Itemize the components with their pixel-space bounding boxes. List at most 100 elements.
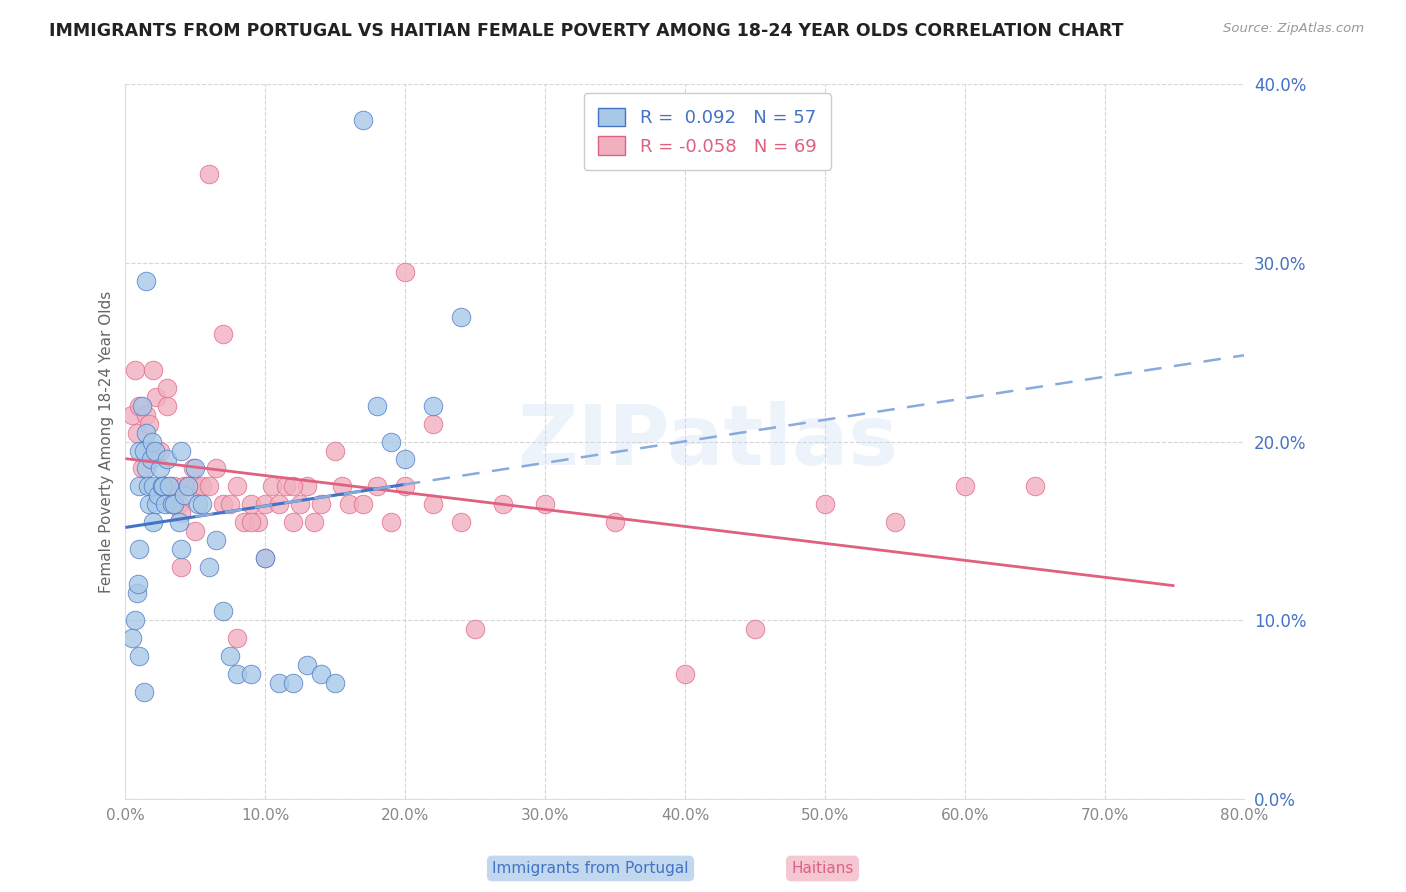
Point (163, 497, 186, 511)
Point (311, 666, 333, 681)
Point (131, 399, 153, 413)
Point (269, 675, 291, 690)
Point (128, 443, 150, 458)
Point (247, 515, 270, 529)
Point (159, 479, 181, 493)
Text: Haitians: Haitians (792, 861, 853, 876)
Point (181, 461, 204, 475)
Point (534, 497, 557, 511)
Point (492, 497, 515, 511)
Point (297, 479, 319, 493)
Point (173, 479, 195, 493)
Point (205, 461, 228, 475)
Point (276, 479, 298, 493)
Point (128, 399, 150, 413)
Legend: R =  0.092   N = 57, R = -0.058   N = 69: R = 0.092 N = 57, R = -0.058 N = 69 (583, 94, 831, 170)
Point (219, 497, 242, 511)
Text: Immigrants from Portugal: Immigrants from Portugal (492, 861, 689, 876)
Point (135, 461, 157, 475)
Point (352, 497, 374, 511)
Point (240, 515, 263, 529)
Point (135, 425, 157, 440)
Point (205, 533, 228, 547)
Point (297, 657, 319, 672)
Point (380, 515, 402, 529)
Point (366, 399, 388, 413)
Point (1024, 479, 1046, 493)
Point (254, 550, 277, 565)
Point (290, 497, 312, 511)
Point (191, 497, 214, 511)
Point (212, 327, 235, 342)
Point (125, 425, 148, 440)
Point (153, 497, 176, 511)
Point (138, 497, 160, 511)
Point (143, 443, 166, 458)
Point (121, 408, 143, 422)
Point (240, 666, 263, 681)
Point (422, 417, 444, 431)
Point (450, 515, 472, 529)
Point (464, 622, 486, 636)
Point (170, 443, 193, 458)
Point (136, 479, 159, 493)
Point (142, 479, 165, 493)
Point (170, 506, 193, 520)
Y-axis label: Female Poverty Among 18-24 Year Olds: Female Poverty Among 18-24 Year Olds (100, 291, 114, 592)
Point (173, 488, 195, 502)
Point (233, 515, 256, 529)
Point (145, 390, 167, 404)
Point (187, 497, 209, 511)
Point (198, 559, 221, 574)
Point (152, 479, 174, 493)
Point (450, 310, 472, 324)
Point (394, 265, 416, 279)
Point (146, 488, 169, 502)
Point (141, 443, 163, 458)
Point (142, 363, 165, 377)
Point (150, 479, 173, 493)
Point (128, 648, 150, 663)
Point (191, 479, 214, 493)
Point (156, 399, 179, 413)
Point (422, 497, 444, 511)
Point (283, 515, 305, 529)
Point (323, 443, 346, 458)
Point (226, 666, 249, 681)
Point (283, 479, 305, 493)
Point (177, 479, 200, 493)
Point (121, 631, 143, 645)
Point (128, 479, 150, 493)
Point (145, 497, 167, 511)
Point (124, 363, 146, 377)
Point (352, 113, 374, 128)
Point (422, 399, 444, 413)
Point (366, 479, 388, 493)
Point (177, 479, 200, 493)
Point (953, 479, 976, 493)
Point (814, 497, 837, 511)
Point (212, 497, 235, 511)
Point (157, 479, 180, 493)
Point (167, 497, 190, 511)
Point (269, 497, 291, 511)
Point (160, 497, 183, 511)
Point (240, 497, 263, 511)
Point (170, 541, 193, 556)
Point (131, 461, 153, 475)
Point (138, 417, 160, 431)
Point (163, 479, 186, 493)
Point (128, 541, 150, 556)
Point (167, 515, 190, 529)
Point (135, 408, 157, 422)
Point (744, 622, 766, 636)
Point (212, 604, 235, 618)
Point (883, 515, 905, 529)
Point (127, 577, 149, 591)
Point (323, 675, 346, 690)
Point (142, 515, 165, 529)
Point (337, 497, 360, 511)
Point (132, 684, 155, 698)
Point (673, 666, 696, 681)
Text: IMMIGRANTS FROM PORTUGAL VS HAITIAN FEMALE POVERTY AMONG 18-24 YEAR OLDS CORRELA: IMMIGRANTS FROM PORTUGAL VS HAITIAN FEMA… (49, 22, 1123, 40)
